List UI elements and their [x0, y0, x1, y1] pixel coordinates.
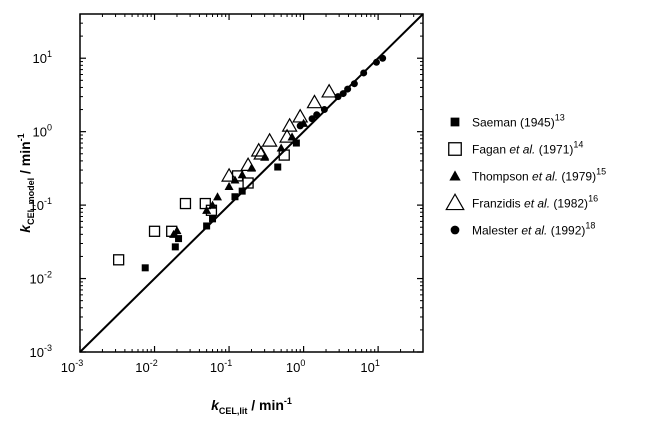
data-point: [141, 264, 149, 272]
x-tick-label: 100: [286, 358, 305, 375]
data-point: [287, 132, 297, 141]
data-point: [344, 85, 352, 93]
y-tick-label: 100: [33, 123, 52, 140]
y-tick-label: 10-3: [30, 343, 52, 360]
x-tick-label: 10-3: [61, 358, 83, 375]
x-tick-label: 101: [360, 358, 379, 375]
data-point: [242, 177, 254, 189]
legend-marker: [445, 193, 465, 211]
legend-label: Fagan et al. (1971)14: [472, 140, 583, 157]
legend-marker: [450, 117, 460, 127]
legend-marker: [450, 225, 460, 235]
data-point: [231, 193, 239, 201]
data-point: [306, 94, 323, 109]
data-point: [148, 225, 161, 237]
y-tick-label: 10-1: [30, 196, 52, 213]
legend-label: Thompson et al. (1979)15: [472, 167, 606, 184]
data-point: [296, 122, 304, 130]
y-tick-label: 10-2: [30, 270, 52, 287]
data-point: [279, 128, 296, 143]
data-point: [313, 111, 321, 119]
y-axis-label: kCEL,model / min-1: [16, 133, 36, 232]
parity-line: [79, 13, 424, 353]
data-point: [274, 163, 282, 171]
data-point: [172, 226, 182, 235]
x-axis-label: kCEL,lit / min-1: [211, 396, 292, 416]
data-point: [203, 222, 211, 230]
x-tick-label: 10-2: [135, 358, 157, 375]
data-point: [221, 167, 238, 182]
legend-label: Franzidis et al. (1982)16: [472, 194, 598, 211]
data-point: [379, 54, 387, 62]
x-tick-label: 10-1: [210, 358, 232, 375]
data-point: [238, 187, 246, 195]
data-point: [171, 243, 179, 251]
data-point: [250, 142, 267, 157]
data-point: [321, 83, 338, 98]
data-point: [292, 139, 300, 147]
data-point: [308, 115, 316, 123]
data-point: [199, 197, 211, 210]
data-point: [372, 58, 380, 66]
data-point: [112, 254, 125, 266]
data-point: [224, 181, 234, 190]
data-point: [253, 145, 270, 160]
data-point: [334, 93, 342, 101]
data-point: [281, 117, 298, 132]
data-point: [208, 200, 218, 209]
data-point: [202, 205, 212, 214]
data-point: [350, 80, 358, 88]
data-point: [175, 235, 183, 243]
data-point: [276, 143, 286, 152]
data-point: [261, 132, 278, 147]
data-point: [320, 106, 328, 114]
data-point: [339, 90, 347, 98]
data-point: [247, 163, 256, 172]
y-tick-label: 101: [33, 49, 52, 66]
data-point: [292, 108, 309, 123]
data-point: [240, 156, 257, 171]
data-point: [213, 192, 223, 201]
legend-label: Saeman (1945)13: [472, 113, 565, 130]
legend-marker: [449, 170, 461, 181]
legend-marker: [448, 142, 462, 156]
data-point: [179, 197, 192, 210]
legend-label: Malester et al. (1992)18: [472, 221, 595, 238]
data-point: [209, 215, 217, 223]
data-point: [360, 69, 368, 77]
data-point: [237, 170, 247, 179]
